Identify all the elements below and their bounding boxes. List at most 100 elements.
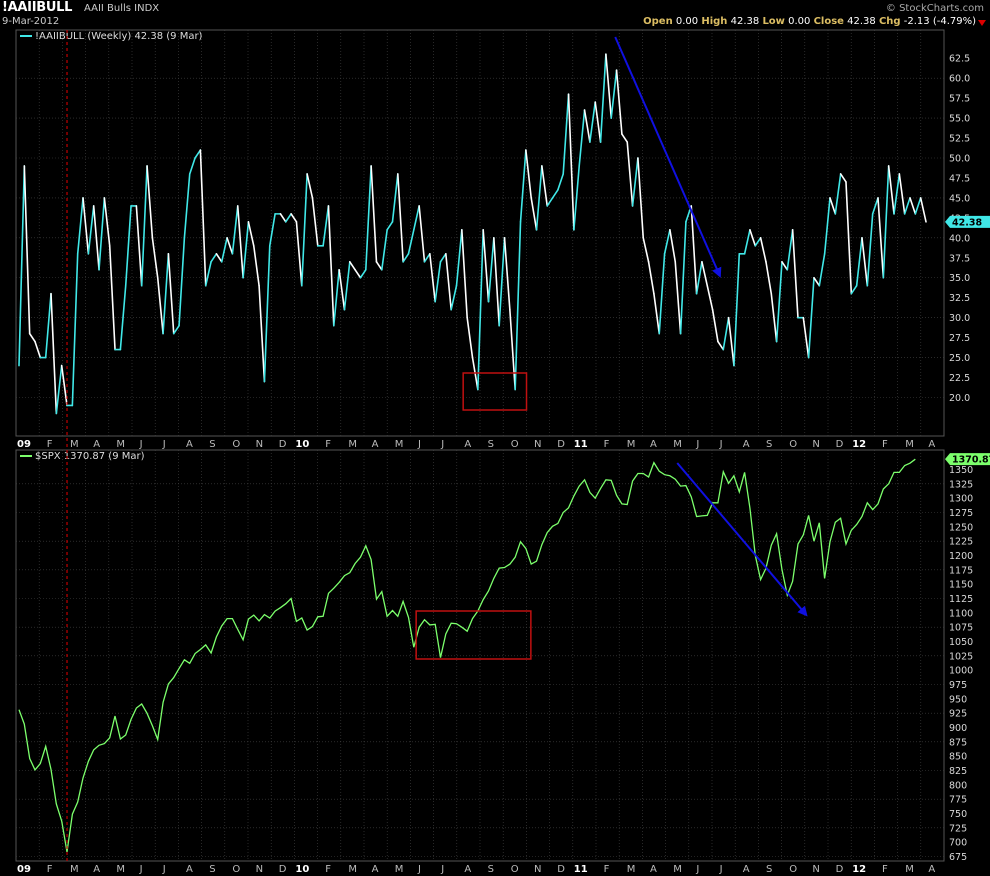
y-tick-label: 22.5 <box>949 373 970 384</box>
y-tick-label: 700 <box>949 838 967 849</box>
last-value-text: 42.38 <box>952 217 982 228</box>
x-tick-label: M <box>905 864 914 875</box>
y-tick-label: 1175 <box>949 565 973 576</box>
chg-label: Chg <box>878 16 901 27</box>
series-segment <box>268 213 276 247</box>
y-tick-label: 30.0 <box>949 313 970 324</box>
series-segment <box>791 229 799 319</box>
x-tick-label: 10 <box>295 864 309 875</box>
series-segment <box>18 165 26 367</box>
panel-frame <box>15 449 945 862</box>
series-segment <box>55 364 63 415</box>
series-segment <box>359 268 367 279</box>
series-segment <box>151 237 159 279</box>
x-tick-label: M <box>673 864 682 875</box>
x-tick-label: F <box>882 439 888 450</box>
close-value: 42.38 <box>847 16 876 27</box>
series-segment <box>343 260 351 311</box>
series-segment <box>247 221 255 247</box>
x-tick-label: D <box>279 864 287 875</box>
spx-line <box>18 458 916 853</box>
y-tick-label: 47.5 <box>949 173 970 184</box>
y-tick-label: 725 <box>949 823 967 834</box>
series-segment <box>658 252 666 335</box>
y-tick-label: 35.0 <box>949 273 970 284</box>
brand-watermark: © StockCharts.com <box>885 3 984 14</box>
y-tick-label: 1075 <box>949 623 973 634</box>
y-tick-label: 750 <box>949 809 967 820</box>
series-segment <box>717 340 725 351</box>
x-tick-label: A <box>186 439 193 450</box>
series-segment <box>919 197 927 223</box>
x-tick-label: S <box>488 864 494 875</box>
series-segment <box>252 245 260 287</box>
series-segment <box>82 197 90 255</box>
x-tick-label: A <box>928 864 935 875</box>
y-tick-label: 1000 <box>949 666 973 677</box>
series-segment <box>653 292 661 335</box>
series-segment <box>295 221 303 287</box>
x-tick-label: F <box>47 864 53 875</box>
x-tick-label: S <box>209 439 215 450</box>
series-segment <box>397 173 404 263</box>
y-tick-label: 1200 <box>949 551 973 562</box>
series-segment <box>194 149 202 159</box>
y-tick-label: 1325 <box>949 479 973 490</box>
series-segment <box>386 221 394 231</box>
highlight-box-bulls <box>462 372 528 411</box>
y-tick-label: 37.5 <box>949 253 970 264</box>
series-segment <box>178 237 186 327</box>
series-segment <box>541 165 549 207</box>
x-tick-label: O <box>232 439 240 450</box>
x-tick-label: J <box>162 864 166 875</box>
series-segment <box>50 292 58 415</box>
x-tick-label: O <box>511 864 519 875</box>
series-segment <box>103 197 111 247</box>
series-segment <box>370 165 378 263</box>
series-segment <box>204 260 212 287</box>
x-tick-label: F <box>325 439 331 450</box>
series-segment <box>439 252 447 263</box>
series-segment <box>300 173 308 287</box>
x-tick-label: J <box>440 439 444 450</box>
series-segment <box>749 229 757 247</box>
series-segment <box>236 205 244 279</box>
series-segment <box>914 197 922 215</box>
series-segment <box>871 197 879 215</box>
x-tick-label: N <box>534 864 541 875</box>
series-segment <box>23 165 31 335</box>
highlight-box-spx <box>415 610 532 660</box>
series-segment <box>327 205 335 327</box>
ohlc-readout: Open 0.00 High 42.38 Low 0.00 Close 42.3… <box>643 16 976 27</box>
y-tick-label: 1125 <box>949 594 973 605</box>
series-segment <box>850 284 858 295</box>
series-segment <box>124 205 132 287</box>
last-value-text: 1370.87 <box>952 455 990 466</box>
series-segment <box>610 69 618 119</box>
x-tick-label: A <box>928 439 935 450</box>
series-segment <box>781 260 789 271</box>
series-segment <box>631 157 639 207</box>
x-tick-label: M <box>116 439 125 450</box>
series-segment <box>642 237 650 263</box>
y-tick-label: 1050 <box>949 637 973 648</box>
series-segment <box>855 237 863 287</box>
last-value-tag <box>945 453 990 466</box>
high-label: High <box>701 16 728 27</box>
open-value: 0.00 <box>675 16 699 27</box>
x-tick-label: D <box>557 864 565 875</box>
x-tick-label: J <box>417 864 421 875</box>
series-segment <box>108 245 116 351</box>
y-tick-label: 50.0 <box>949 153 970 164</box>
x-tick-label: 09 <box>17 439 31 450</box>
legend-label: $SPX 1370.87 (9 Mar) <box>35 451 145 462</box>
arrow-bulls-decline <box>614 36 722 278</box>
series-segment <box>669 229 677 263</box>
x-tick-label: O <box>232 864 240 875</box>
y-tick-label: 62.5 <box>949 54 970 65</box>
series-segment <box>375 260 383 271</box>
series-segment <box>226 237 234 255</box>
x-tick-label: D <box>557 439 565 450</box>
series-segment <box>514 221 522 391</box>
